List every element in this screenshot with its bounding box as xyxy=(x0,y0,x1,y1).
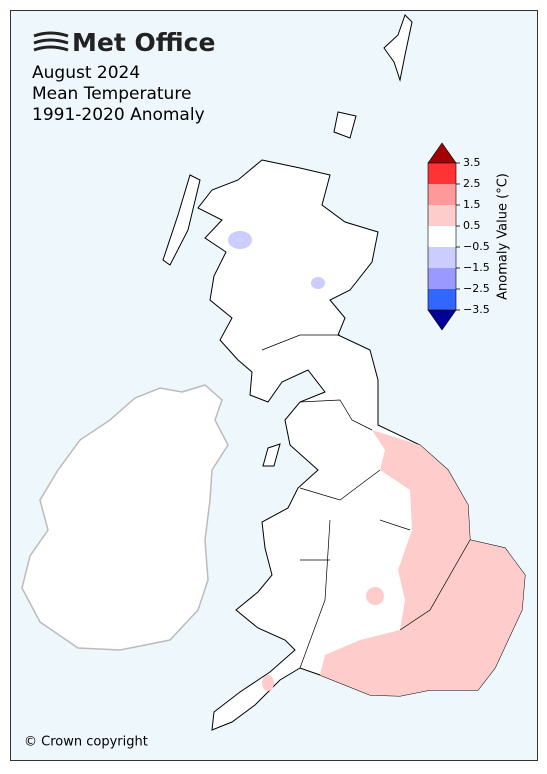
outer-hebrides xyxy=(162,174,201,266)
colorbar-bin xyxy=(428,247,456,268)
colorbar: 3.5 2.5 1.5 0.5 −0.5 −1.5 −2.5 −3.5 Anomaly Valu… xyxy=(427,142,511,331)
logo-mark xyxy=(33,31,69,52)
title-line: August 2024 xyxy=(32,63,140,83)
colorbar-bin xyxy=(428,205,456,226)
colorbar-bin xyxy=(428,226,456,247)
title-line: 1991-2020 Anomaly xyxy=(32,105,205,125)
colorbar-tick-label: −2.5 xyxy=(463,282,490,295)
warm-anomaly-area xyxy=(366,587,384,605)
colorbar-tick-label: −0.5 xyxy=(463,240,490,253)
colorbar-bin xyxy=(428,163,456,184)
cool-anomaly-area xyxy=(228,231,252,249)
isle-of-man xyxy=(262,443,281,467)
colorbar-bin xyxy=(428,289,456,310)
colorbar-label: Anomaly Value (°C) xyxy=(496,173,511,300)
title-line: Mean Temperature xyxy=(32,84,191,104)
warm-anomaly-area xyxy=(262,675,274,691)
colorbar-bin xyxy=(428,268,456,289)
cool-anomaly-area xyxy=(311,277,325,289)
colorbar-tick-label: −1.5 xyxy=(463,261,490,274)
shetland xyxy=(383,14,413,82)
colorbar-tick-label: 2.5 xyxy=(463,177,481,190)
colorbar-tick-label: −3.5 xyxy=(463,303,490,316)
copyright: © Crown copyright xyxy=(24,735,148,750)
colorbar-tick-label: 0.5 xyxy=(463,219,481,232)
ireland xyxy=(21,384,229,651)
colorbar-outline xyxy=(427,162,457,311)
colorbar-tick-label: 3.5 xyxy=(463,156,481,169)
colorbar-bin xyxy=(428,184,456,205)
colorbar-tick-label: 1.5 xyxy=(463,198,481,211)
warm-anomaly-area xyxy=(320,430,525,696)
orkney xyxy=(333,111,357,139)
region-border xyxy=(261,334,471,669)
logo-text: Met Office xyxy=(72,28,215,57)
